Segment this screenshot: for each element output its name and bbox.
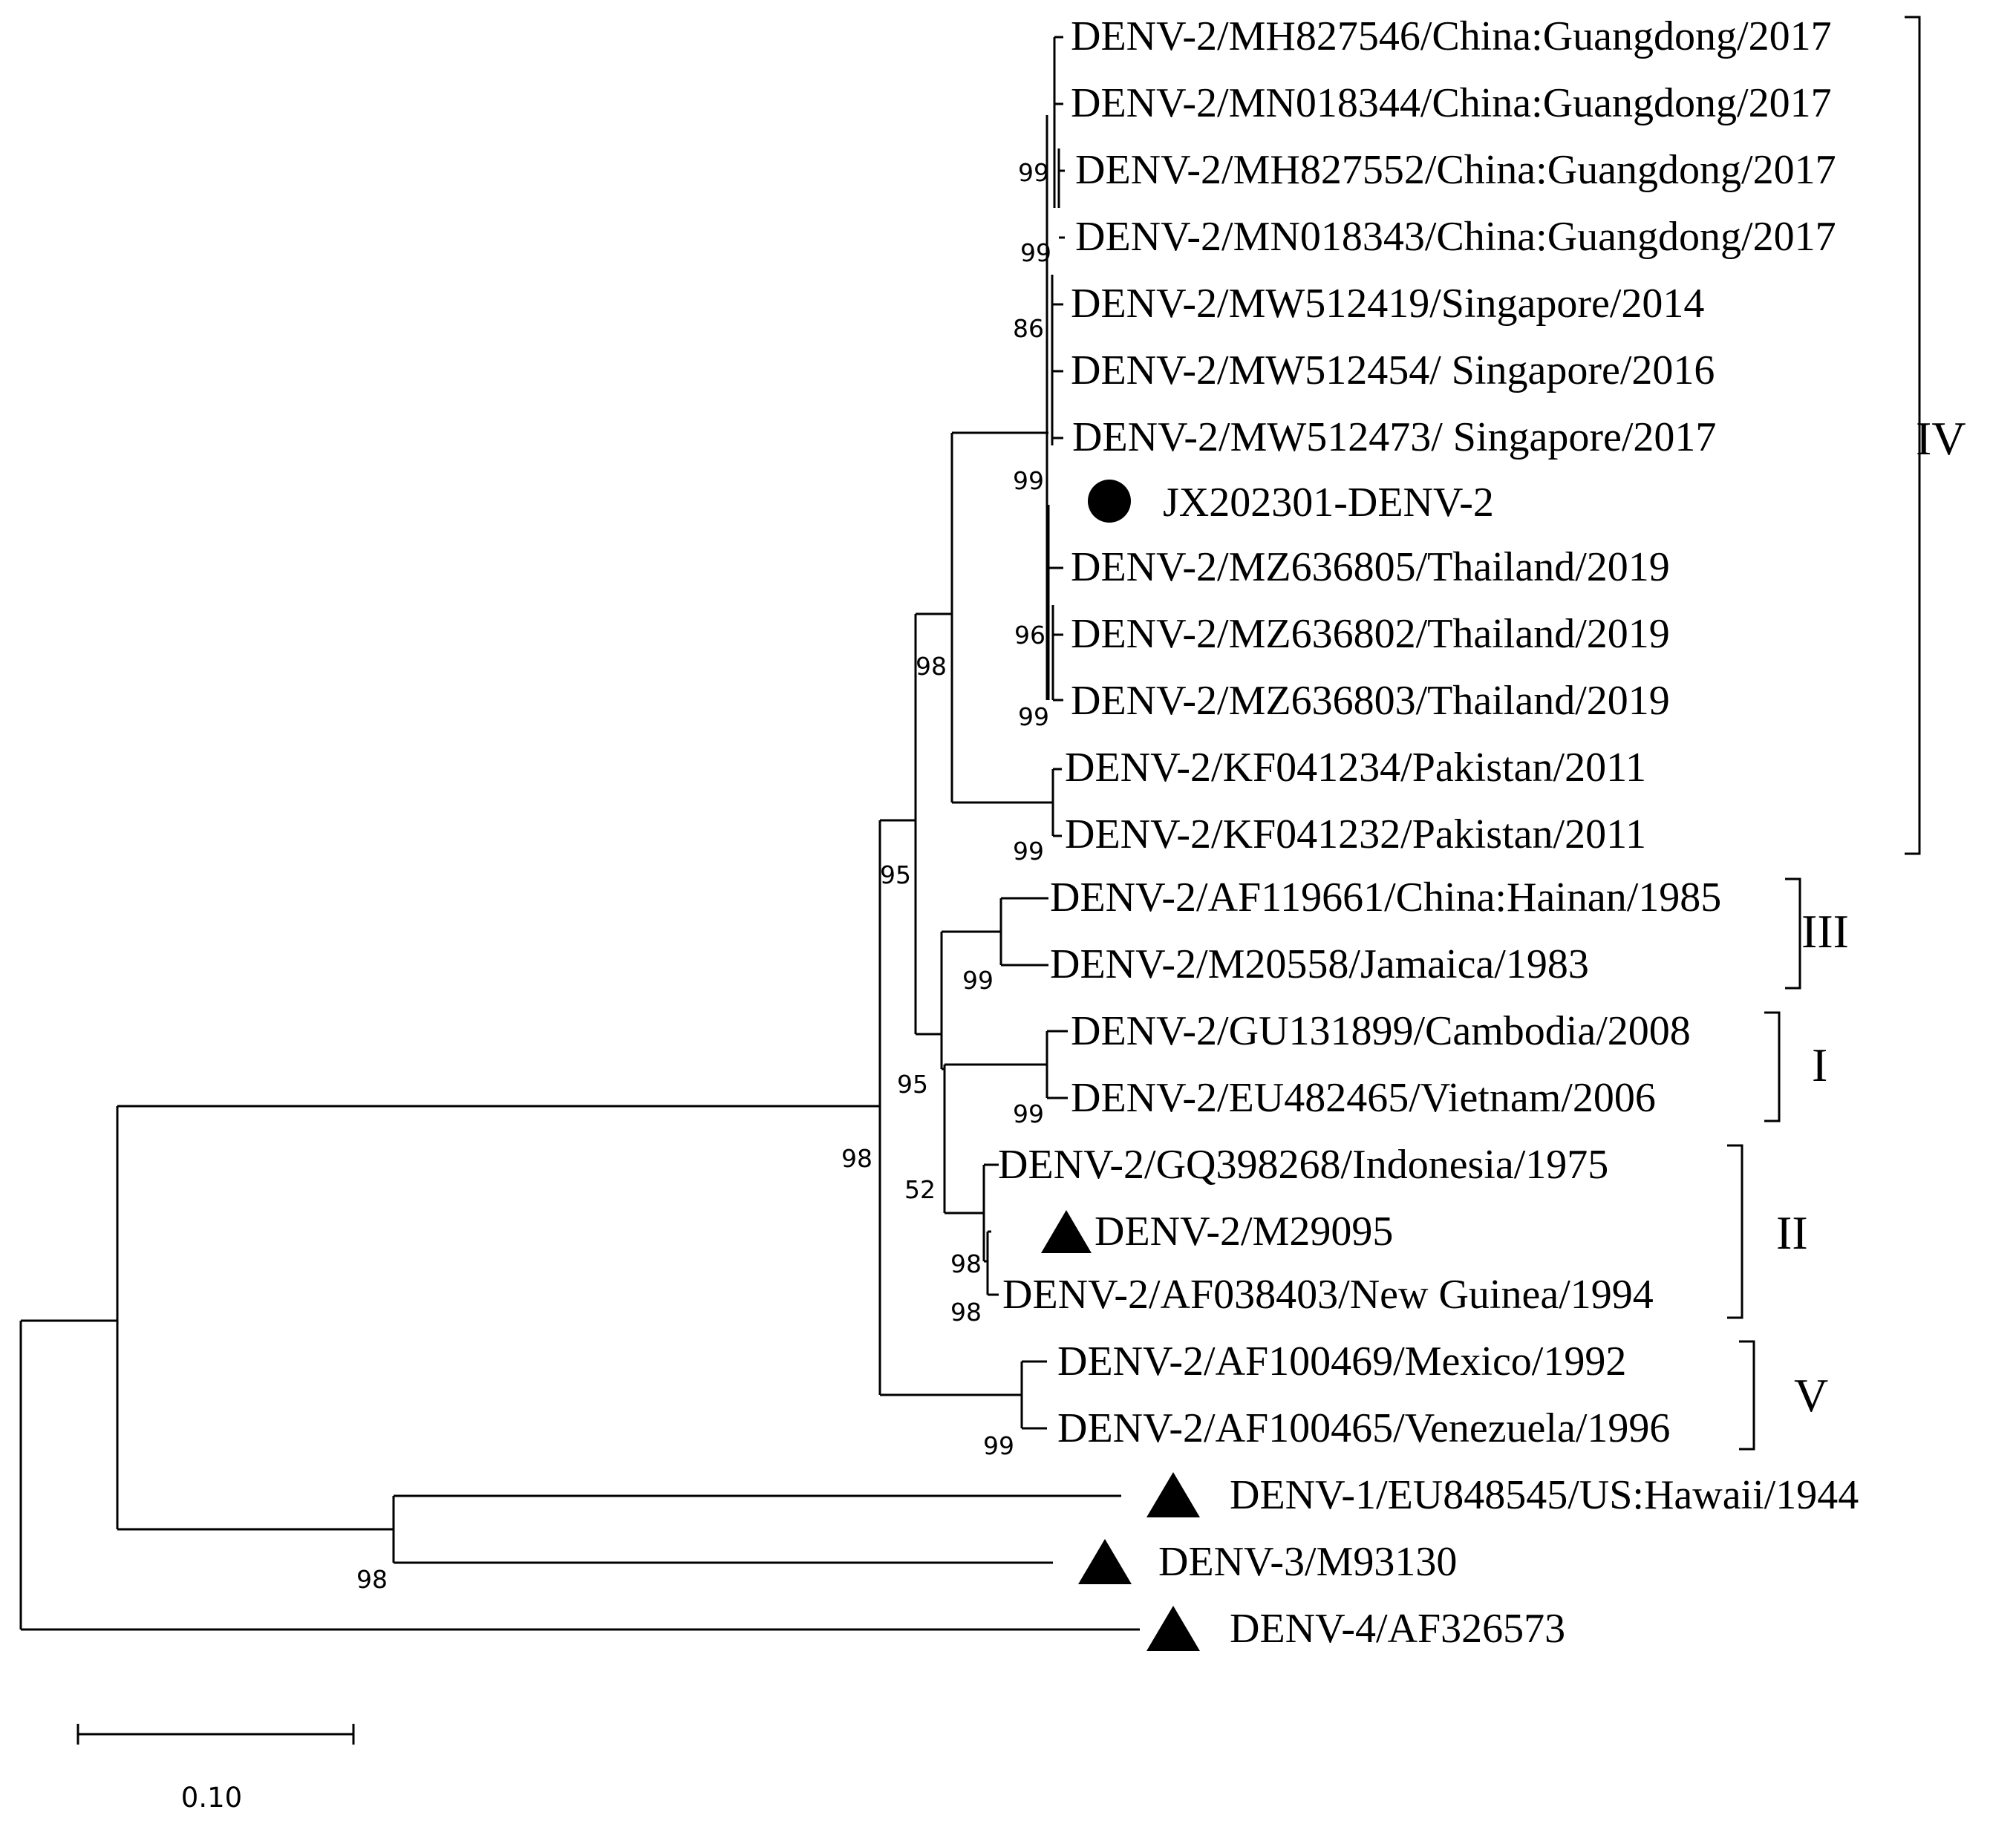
bootstrap-value: 98 <box>841 1144 872 1173</box>
branch-china-b <box>1057 148 1065 239</box>
triangle-marker-icon <box>1041 1210 1092 1253</box>
branch-clade-iv-crown <box>1045 115 1048 700</box>
branch-pakistan <box>1051 768 1062 837</box>
branch-denv2-root <box>878 819 1022 1396</box>
taxon-label: DENV-2/AF100465/Venezuela/1996 <box>1057 1405 1670 1451</box>
triangle-marker-icon <box>1146 1606 1200 1651</box>
taxon-label: DENV-2/GQ398268/Indonesia/1975 <box>998 1142 1608 1188</box>
clade-brackets: IV III I II V <box>1727 16 1966 1451</box>
bootstrap-value: 99 <box>1020 238 1051 267</box>
scale-bar-label: 0.10 <box>181 1782 242 1814</box>
scale-bar-line <box>76 1724 355 1745</box>
clade-label: III <box>1801 905 1849 958</box>
triangle-marker-icon <box>1146 1472 1200 1517</box>
bootstrap-value: 98 <box>916 652 947 681</box>
branch-clade-ii <box>982 1163 999 1263</box>
bootstrap-value: 99 <box>983 1431 1014 1460</box>
taxon-label: DENV-2/AF100469/Mexico/1992 <box>1057 1338 1626 1385</box>
clade-bracket-v <box>1739 1340 1755 1451</box>
clade-label: V <box>1794 1369 1828 1422</box>
bootstrap-values: 99 99 86 99 96 99 98 99 95 99 95 99 52 9… <box>356 158 1051 1594</box>
taxon-label: DENV-2/GU131899/Cambodia/2008 <box>1071 1008 1691 1054</box>
taxon-label: DENV-4/AF326573 <box>1230 1606 1565 1652</box>
clade-label: IV <box>1916 412 1966 465</box>
bootstrap-value: 99 <box>962 966 994 995</box>
branch-clade-i <box>1045 1030 1068 1099</box>
taxon-label: DENV-2/MZ636803/Thailand/2019 <box>1071 678 1670 724</box>
taxon-label: DENV-2/MN018344/China:Guangdong/2017 <box>1071 80 1832 126</box>
branch-node-95a <box>914 612 952 1036</box>
taxon-label: DENV-2/MW512419/Singapore/2014 <box>1071 281 1704 327</box>
clade-bracket-ii <box>1727 1144 1743 1319</box>
scale-bar: 0.10 <box>76 1724 355 1814</box>
taxon-label: DENV-2/MH827552/China:Guangdong/2017 <box>1075 147 1836 193</box>
triangle-marker-icon <box>1078 1539 1132 1584</box>
bootstrap-value: 86 <box>1013 314 1044 343</box>
taxon-label: JX202301-DENV-2 <box>1163 480 1494 526</box>
bootstrap-value: 99 <box>1013 837 1044 866</box>
bootstrap-value: 52 <box>904 1175 936 1204</box>
branch-clade-ii-inner <box>986 1230 999 1296</box>
bootstrap-value: 98 <box>356 1565 388 1594</box>
taxon-label: DENV-2/MN018343/China:Guangdong/2017 <box>1075 214 1836 260</box>
branch-clade-iii <box>999 897 1048 967</box>
branch-thailand <box>1047 505 1063 702</box>
taxon-label: DENV-2/AF038403/New Guinea/1994 <box>1002 1272 1654 1318</box>
taxon-label: DENV-2/EU482465/Vietnam/2006 <box>1071 1075 1656 1121</box>
taxon-label: DENV-2/KF041232/Pakistan/2011 <box>1065 811 1646 857</box>
bootstrap-value: 95 <box>880 860 911 889</box>
bootstrap-value: 99 <box>1013 466 1044 495</box>
bootstrap-value: 98 <box>950 1249 982 1278</box>
circle-marker-icon <box>1088 480 1131 523</box>
branch-denv-split <box>116 1105 880 1531</box>
taxon-label: DENV-2/M29095 <box>1095 1209 1393 1255</box>
bootstrap-value: 99 <box>1018 158 1049 187</box>
branch-clade-v <box>1020 1360 1047 1430</box>
bootstrap-value: 99 <box>1018 702 1049 731</box>
taxon-labels: DENV-2/MH827546/China:Guangdong/2017 DEN… <box>998 13 1859 1652</box>
taxon-label: DENV-2/KF041234/Pakistan/2011 <box>1065 745 1646 791</box>
branch-root <box>19 1319 1140 1631</box>
taxon-label: DENV-2/MW512473/ Singapore/2017 <box>1072 414 1716 460</box>
clade-bracket-iii <box>1785 877 1801 990</box>
branch-china-a <box>1053 36 1063 208</box>
taxon-label: DENV-2/MW512454/ Singapore/2016 <box>1071 347 1715 393</box>
taxon-label: DENV-2/MZ636805/Thailand/2019 <box>1071 544 1670 590</box>
bootstrap-value: 99 <box>1013 1099 1044 1128</box>
clade-bracket-i <box>1764 1011 1781 1122</box>
taxon-label: DENV-2/MZ636802/Thailand/2019 <box>1071 611 1670 657</box>
taxon-label: DENV-2/MH827546/China:Guangdong/2017 <box>1071 13 1832 59</box>
clade-bracket-iv <box>1905 16 1921 855</box>
taxon-label: DENV-1/EU848545/US:Hawaii/1944 <box>1230 1472 1859 1518</box>
bootstrap-value: 96 <box>1014 621 1045 650</box>
clade-label: II <box>1776 1206 1808 1259</box>
bootstrap-value: 98 <box>950 1298 982 1327</box>
taxon-label: DENV-3/M93130 <box>1158 1539 1457 1585</box>
branch-singapore <box>1051 275 1063 445</box>
clade-label: I <box>1812 1039 1827 1091</box>
tree-branches <box>19 36 1140 1631</box>
branch-node-52 <box>943 1063 1047 1215</box>
branch-clade-iv <box>950 431 1053 804</box>
taxon-label: DENV-2/AF119661/China:Hainan/1985 <box>1050 875 1721 921</box>
taxon-label: DENV-2/M20558/Jamaica/1983 <box>1050 941 1589 987</box>
taxon-markers <box>1041 480 1200 1651</box>
branch-node-95b <box>940 930 1001 1070</box>
branch-denv1-denv3 <box>392 1494 1121 1564</box>
bootstrap-value: 95 <box>897 1070 928 1099</box>
